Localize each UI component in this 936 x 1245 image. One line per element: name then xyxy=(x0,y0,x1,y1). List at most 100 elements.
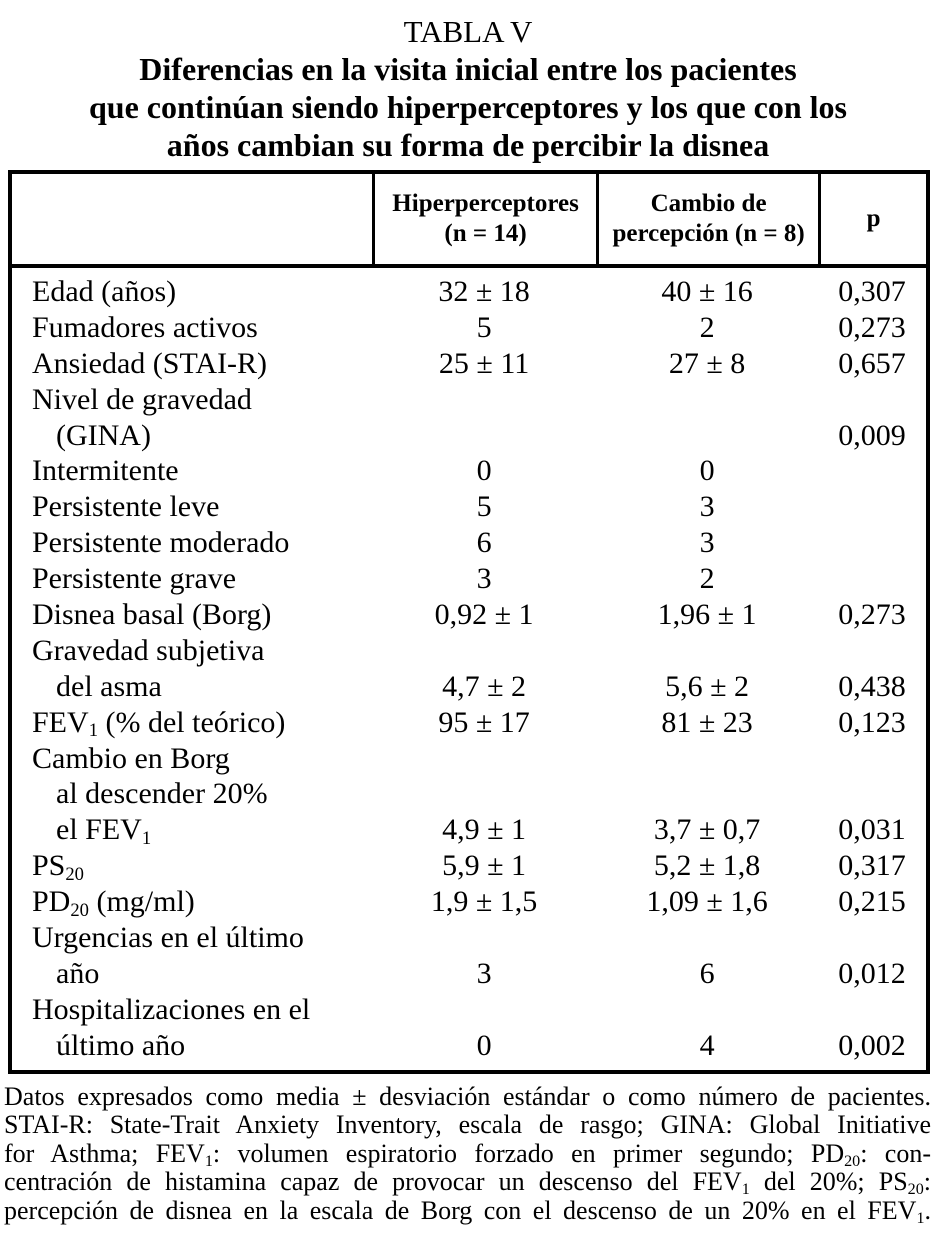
footnote-line: for Asthma; FEV1: volumen espiratorio fo… xyxy=(4,1138,931,1170)
row-label: el FEV1 xyxy=(12,813,372,847)
text-segment: Datos expresados como media ± desviación… xyxy=(4,1081,931,1111)
row-label: Urgencias en el último xyxy=(12,921,372,955)
row-label: Ansiedad (STAI-R) xyxy=(12,347,372,381)
table-row: Gravedad subjetiva xyxy=(12,633,926,669)
row-label: Intermitente xyxy=(12,454,372,488)
cell-hiperperceptores: 25 ± 11 xyxy=(438,346,530,380)
text-segment: Hospitalizaciones en el xyxy=(32,992,311,1026)
text-segment: Persistente moderado xyxy=(32,526,290,560)
subscript-text: 1 xyxy=(204,1152,213,1170)
table-row: el FEV1 4,9 ± 1 3,7 ± 0,7 0,031 xyxy=(12,812,926,848)
subscript-text: 20 xyxy=(844,1152,861,1170)
subscript-text: 1 xyxy=(916,1209,925,1227)
row-label: Disnea basal (Borg) xyxy=(12,598,372,632)
table-row: año 3 6 0,012 xyxy=(12,956,926,992)
cell-cambio-percepcion: 1,09 ± 1,6 xyxy=(646,885,768,919)
cell-p-value: 0,215 xyxy=(838,885,906,919)
row-label: Persistente leve xyxy=(12,490,372,524)
table-row: FEV1 (% del teórico) 95 ± 17 81 ± 23 0,123 xyxy=(12,705,926,741)
text-segment: del asma xyxy=(56,669,162,703)
table-row: Urgencias en el último xyxy=(12,920,926,956)
table-row: último año 0 4 0,002 xyxy=(12,1028,926,1064)
row-label: PS20 xyxy=(12,849,372,883)
row-label: Edad (años) xyxy=(12,275,372,309)
cell-p-value: 0,031 xyxy=(838,813,906,847)
table-title-line-2: que continúan siendo hiperperceptores y … xyxy=(88,89,847,125)
cell-cambio-percepcion: 40 ± 16 xyxy=(661,274,753,308)
row-label: año xyxy=(12,957,372,991)
data-table: Hiperperceptores (n = 14) Cambio de perc… xyxy=(8,170,930,1074)
header-text: Hiperperceptores xyxy=(392,190,579,217)
text-segment: (% del teórico) xyxy=(97,705,286,739)
table-row: Persistente grave 3 2 xyxy=(12,561,926,597)
table-footnotes: Datos expresados como media ± desviación… xyxy=(4,1081,931,1227)
text-segment: Disnea basal (Borg) xyxy=(32,597,272,631)
cell-cambio-percepcion: 27 ± 8 xyxy=(668,346,746,380)
footnote-line: Datos expresados como media ± desviación… xyxy=(4,1081,931,1112)
cell-cambio-percepcion: 3 xyxy=(699,526,715,560)
cell-cambio-percepcion: 1,96 ± 1 xyxy=(657,597,757,631)
cell-cambio-percepcion: 0 xyxy=(699,454,715,488)
row-label: Persistente grave xyxy=(12,562,372,596)
row-label: Fumadores activos xyxy=(12,311,372,345)
table-row: Nivel de gravedad xyxy=(12,382,926,418)
cell-p-value: 0,273 xyxy=(838,597,906,631)
cell-hiperperceptores: 5 xyxy=(476,310,492,344)
text-segment: Persistente leve xyxy=(32,490,220,524)
text-segment: for Asthma; FEV xyxy=(4,1138,205,1168)
row-label: PD20 (mg/ml) xyxy=(12,885,372,919)
footnote-line: percepción de disnea en la escala de Bor… xyxy=(4,1196,931,1227)
table-row: (GINA) 0,009 xyxy=(12,418,926,454)
cell-cambio-percepcion: 5,2 ± 1,8 xyxy=(653,849,761,883)
header-cell-hiperperceptores: Hiperperceptores (n = 14) xyxy=(372,174,596,264)
table-row: Edad (años) 32 ± 18 40 ± 16 0,307 xyxy=(12,274,926,310)
cell-cambio-percepcion: 6 xyxy=(699,956,715,990)
cell-cambio-percepcion: 2 xyxy=(699,310,715,344)
header-text: percepción (n = 8) xyxy=(612,220,805,247)
text-segment: centración de histamina capaz de provoca… xyxy=(4,1167,742,1197)
row-label: Persistente moderado xyxy=(12,526,372,560)
table-row: al descender 20% xyxy=(12,776,926,812)
table-header-row: Hiperperceptores (n = 14) Cambio de perc… xyxy=(12,174,926,268)
cell-p-value: 0,438 xyxy=(838,669,906,703)
footnote-line: centración de histamina capaz de provoca… xyxy=(4,1167,931,1199)
table-row: Cambio en Borg xyxy=(12,741,926,777)
cell-p-value: 0,317 xyxy=(838,849,906,883)
row-label: último año xyxy=(12,1029,372,1063)
text-segment: del 20%; PS xyxy=(749,1167,908,1197)
row-label: Cambio en Borg xyxy=(12,742,372,776)
cell-hiperperceptores: 5 xyxy=(476,490,492,524)
row-label: del asma xyxy=(12,670,372,704)
table-title-line-3: años cambian su forma de percibir la dis… xyxy=(166,127,770,163)
cell-p-value: 0,123 xyxy=(838,705,906,739)
cell-hiperperceptores: 4,7 ± 2 xyxy=(442,669,527,703)
text-segment: último año xyxy=(56,1028,186,1062)
cell-cambio-percepcion: 3 xyxy=(699,490,715,524)
header-cell-p: p xyxy=(818,174,926,264)
text-segment: Fumadores activos xyxy=(32,310,258,344)
text-segment: (mg/ml) xyxy=(88,885,195,919)
cell-cambio-percepcion: 81 ± 23 xyxy=(661,705,753,739)
cell-hiperperceptores: 0,92 ± 1 xyxy=(434,597,534,631)
row-label: Gravedad subjetiva xyxy=(12,634,372,668)
text-segment: Gravedad subjetiva xyxy=(32,633,265,667)
cell-p-value: 0,307 xyxy=(838,274,906,308)
text-segment: Ansiedad (STAI-R) xyxy=(32,346,268,380)
text-segment: al descender 20% xyxy=(56,777,268,811)
header-text: Cambio de xyxy=(650,190,767,217)
subscript-text: 20 xyxy=(907,1181,924,1199)
cell-hiperperceptores: 32 ± 18 xyxy=(438,274,530,308)
header-cell-empty xyxy=(12,174,372,264)
row-label: al descender 20% xyxy=(12,777,372,811)
row-label: Nivel de gravedad xyxy=(12,383,372,417)
text-segment: Persistente grave xyxy=(32,562,237,596)
table-row: Intermitente 0 0 xyxy=(12,453,926,489)
table-row: PS20 5,9 ± 1 5,2 ± 1,8 0,317 xyxy=(12,848,926,884)
table-row: Hospitalizaciones en el xyxy=(12,992,926,1028)
text-segment: Nivel de gravedad xyxy=(32,382,252,416)
row-label: (GINA) xyxy=(12,419,372,453)
cell-cambio-percepcion: 4 xyxy=(699,1028,715,1062)
text-segment: STAI-R: State-Trait Anxiety Inventory, e… xyxy=(4,1110,931,1140)
text-segment: Urgencias en el último xyxy=(32,920,304,954)
table-body: Edad (años) 32 ± 18 40 ± 16 0,307 Fumadores … xyxy=(12,268,926,1070)
